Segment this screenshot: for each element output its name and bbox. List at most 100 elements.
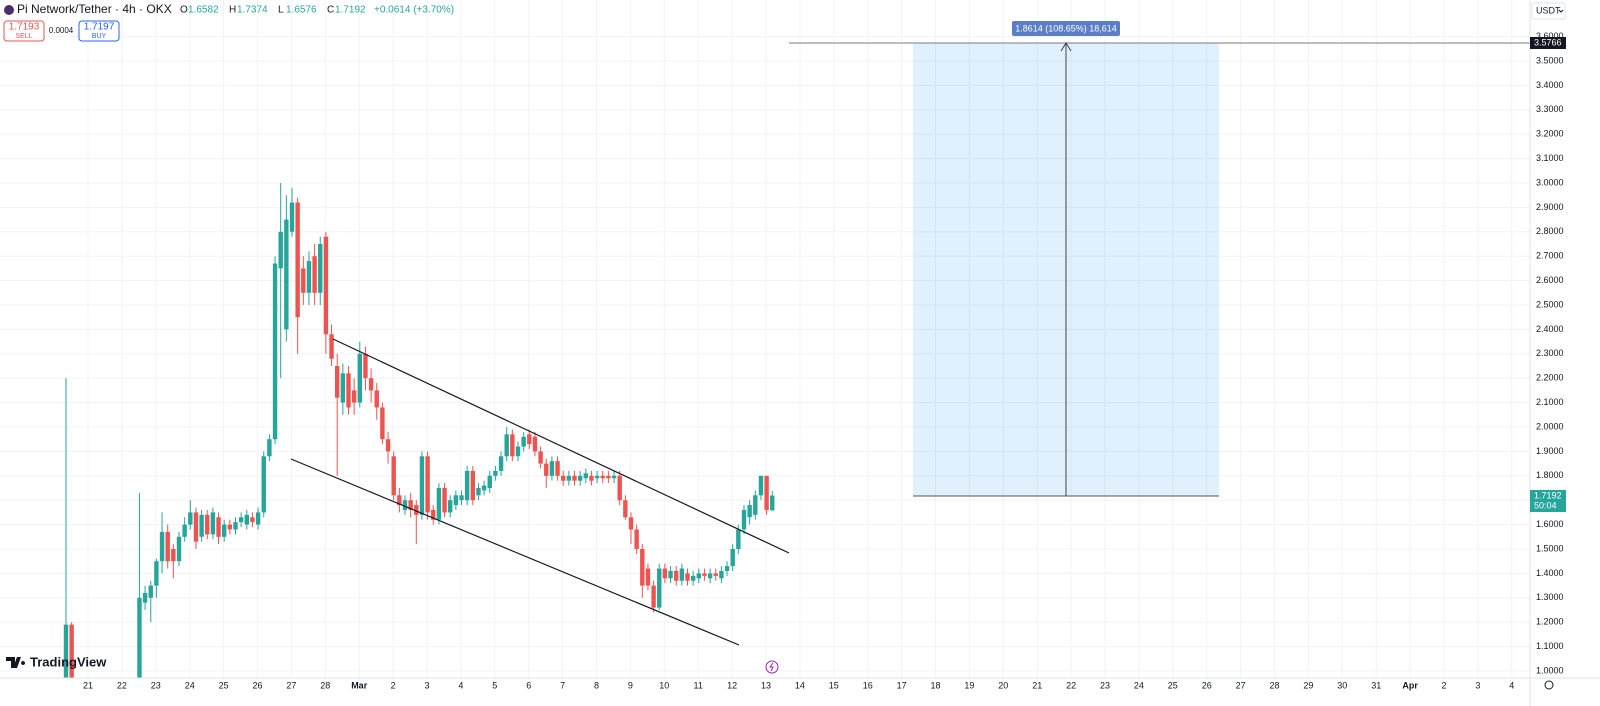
candle-body: [577, 475, 583, 481]
candle-body: [668, 570, 673, 579]
candle-body: [538, 451, 543, 464]
sell-label: SELL: [15, 33, 32, 40]
candle-body: [600, 475, 605, 479]
candle-body: [346, 373, 351, 408]
candle-body: [357, 353, 362, 403]
y-tick-label: 3.0000: [1536, 177, 1564, 187]
candle-body: [193, 512, 199, 542]
candle-body: [295, 202, 300, 318]
candle-body: [730, 549, 735, 567]
candle-body: [397, 495, 402, 506]
currency-button[interactable]: [1531, 2, 1566, 20]
candle-body: [617, 475, 622, 501]
candles: [63, 183, 775, 678]
x-tick-label: 6: [526, 680, 531, 690]
ohlc: O 1.6582 H 1.7374 L 1.6576 C 1.7192 +0.0614 (+3.…: [180, 5, 454, 16]
y-tick-label: 3.6000: [1536, 31, 1564, 41]
y-tick-label: 3.5000: [1536, 55, 1564, 65]
candle-body: [267, 439, 272, 457]
grid: [0, 0, 1530, 678]
candle-body: [770, 495, 775, 511]
y-tick-label: 2.4000: [1536, 324, 1564, 334]
x-tick-label: 22: [117, 680, 127, 690]
candle-body: [724, 566, 730, 571]
x-tick-label: 16: [863, 680, 873, 690]
candle-body: [312, 256, 317, 293]
candle-body: [679, 568, 685, 581]
candle-body: [250, 517, 255, 523]
candle-body: [210, 512, 216, 535]
candle-body: [448, 500, 453, 513]
x-tick-label: 22: [1066, 680, 1076, 690]
candle-body: [510, 434, 515, 457]
ohlc-value: 1.6582: [188, 5, 219, 16]
candle-body: [63, 624, 69, 678]
candle-body: [301, 268, 306, 293]
candle-body: [453, 495, 459, 506]
buy-button[interactable]: [78, 20, 120, 42]
x-tick-label: Mar: [351, 680, 368, 690]
measure-label-bg: [1012, 21, 1120, 36]
x-tick-label: 26: [1202, 680, 1212, 690]
alert-icon[interactable]: [765, 660, 779, 674]
candle-body: [696, 573, 701, 579]
candle-body: [566, 475, 572, 481]
settings-icon[interactable]: [1544, 680, 1554, 690]
candle-body: [402, 500, 408, 510]
candle-body: [278, 231, 283, 269]
x-tick-label: 23: [151, 680, 161, 690]
candle-body: [741, 509, 747, 530]
candle-body: [719, 570, 724, 579]
x-tick-label: 18: [930, 680, 940, 690]
candle-body: [640, 549, 645, 586]
symbol-title: Pi Network/Tether · 4h · OKX: [17, 2, 172, 16]
candle-body: [651, 585, 656, 608]
candle-body: [425, 456, 430, 513]
channel-upper: [332, 338, 790, 554]
candle-body: [216, 517, 221, 537]
target-price: 3.5766: [1534, 37, 1562, 47]
x-tick-label: 24: [185, 680, 195, 690]
x-tick-label: 20: [998, 680, 1008, 690]
ohlc-label: H: [229, 5, 236, 16]
candle-body: [148, 585, 153, 598]
candle-body: [476, 488, 481, 496]
buy-label: BUY: [92, 33, 107, 40]
candle-body: [385, 439, 391, 452]
x-tick-label: 3: [1475, 680, 1480, 690]
candle-body: [544, 463, 549, 476]
candle-body: [306, 261, 312, 293]
channel-lower: [290, 458, 740, 646]
x-tick-label: 4: [458, 680, 463, 690]
y-tick-label: 2.5000: [1536, 299, 1564, 309]
x-tick-label: 23: [1100, 680, 1110, 690]
x-tick-label: 3: [424, 680, 429, 690]
candle-body: [736, 529, 741, 549]
y-tick-label: 3.4000: [1536, 80, 1564, 90]
candle-body: [628, 517, 634, 530]
dropdown-icon: [1558, 9, 1564, 13]
lightning: [769, 662, 774, 672]
candle-body: [549, 461, 555, 476]
x-tick-label: 2: [1441, 680, 1446, 690]
candle-body: [532, 436, 538, 452]
logo: TradingView: [30, 654, 107, 669]
y-tick-label: 1.9000: [1536, 446, 1564, 456]
candle-body: [634, 529, 639, 549]
sell-button[interactable]: [3, 20, 45, 42]
candle-body: [176, 536, 182, 562]
candle-body: [657, 568, 662, 608]
candle-body: [335, 366, 340, 398]
spread: 0.0004: [49, 26, 74, 35]
y-tick-label: 3.2000: [1536, 129, 1564, 139]
measure-label: 1.8614 (108.65%) 18,614: [1015, 23, 1117, 33]
candle-body: [572, 475, 577, 481]
candle-body: [685, 573, 690, 581]
candle-body: [408, 500, 413, 510]
candle-body: [707, 573, 713, 579]
candle-body: [521, 436, 526, 447]
x-tick-label: 27: [286, 680, 296, 690]
x-tick-label: 29: [1303, 680, 1313, 690]
candle-body: [419, 456, 425, 515]
countdown: 50:04: [1534, 500, 1557, 510]
